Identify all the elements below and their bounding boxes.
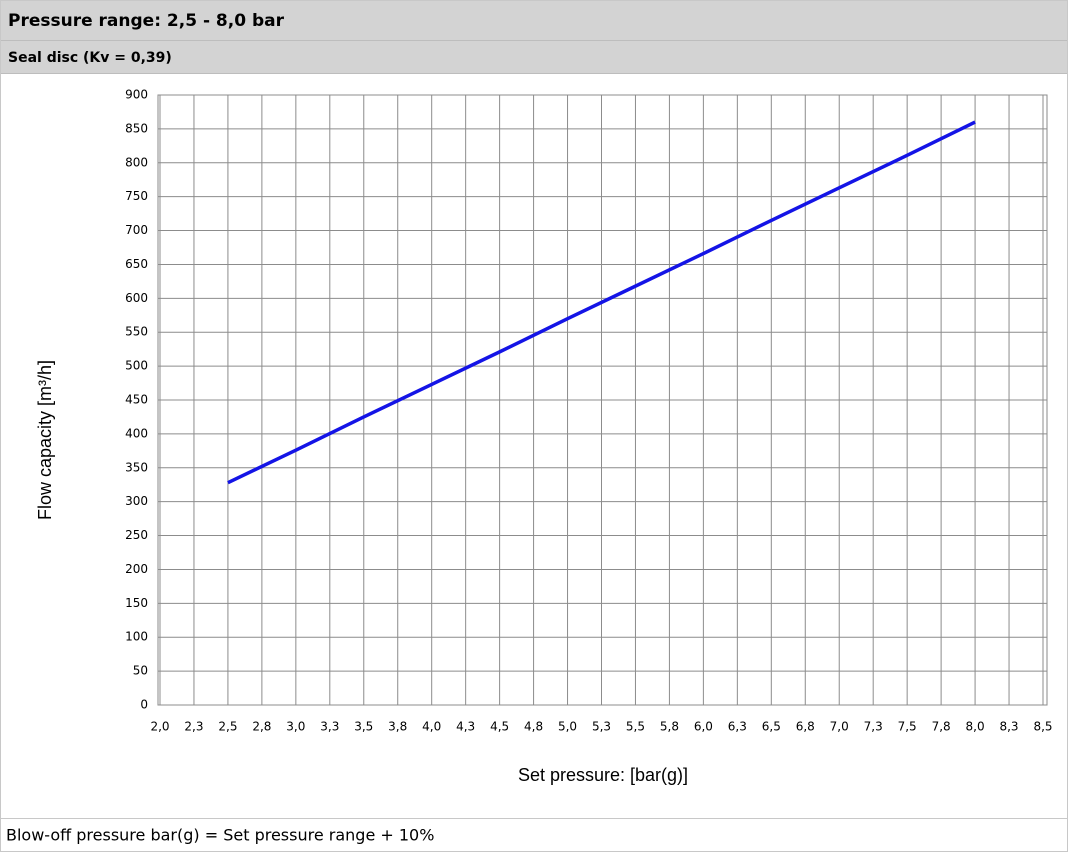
chart-subtitle: Seal disc (Kv = 0,39) [8, 50, 172, 66]
y-tick-label: 500 [125, 359, 148, 373]
y-tick-label: 250 [125, 528, 148, 542]
x-tick-label: 5,8 [660, 720, 679, 734]
x-tick-label: 4,5 [490, 720, 509, 734]
y-tick-label: 400 [125, 426, 148, 440]
y-tick-label: 650 [125, 257, 148, 271]
y-tick-label: 200 [125, 562, 148, 576]
y-tick-label: 450 [125, 393, 148, 407]
x-tick-label: 4,3 [456, 720, 475, 734]
x-tick-label: 3,5 [354, 720, 373, 734]
x-tick-label: 7,8 [932, 720, 951, 734]
header-band [1, 1, 1067, 73]
x-tick-label: 2,0 [150, 720, 169, 734]
y-tick-label: 350 [125, 460, 148, 474]
x-tick-label: 7,5 [898, 720, 917, 734]
x-tick-label: 5,3 [592, 720, 611, 734]
x-tick-label: 4,0 [422, 720, 441, 734]
y-tick-label: 300 [125, 494, 148, 508]
y-tick-label: 600 [125, 291, 148, 305]
x-tick-label: 5,5 [626, 720, 645, 734]
x-tick-label: 3,8 [388, 720, 407, 734]
y-tick-label: 750 [125, 189, 148, 203]
x-tick-label: 6,8 [796, 720, 815, 734]
y-tick-label: 100 [125, 630, 148, 644]
x-axis-label: Set pressure: [bar(g)] [518, 765, 688, 785]
y-tick-label: 900 [125, 88, 148, 102]
x-tick-label: 8,0 [966, 720, 985, 734]
x-tick-label: 2,3 [184, 720, 203, 734]
chart-title: Pressure range: 2,5 - 8,0 bar [8, 11, 285, 31]
x-tick-label: 6,5 [762, 720, 781, 734]
x-tick-label: 6,3 [728, 720, 747, 734]
y-tick-label: 700 [125, 223, 148, 237]
x-tick-label: 7,3 [864, 720, 883, 734]
y-axis-label: Flow capacity [m³/h] [35, 360, 55, 520]
y-tick-label: 150 [125, 596, 148, 610]
x-tick-label: 4,8 [524, 720, 543, 734]
y-tick-label: 800 [125, 155, 148, 169]
footer-note: Blow-off pressure bar(g) = Set pressure … [6, 826, 434, 845]
data-line [227, 120, 976, 485]
x-tick-label: 5,0 [558, 720, 577, 734]
x-tick-label: 6,0 [694, 720, 713, 734]
y-tick-label: 550 [125, 325, 148, 339]
y-tick-label: 50 [133, 664, 148, 678]
y-tick-label: 0 [140, 698, 148, 712]
y-tick-label: 850 [125, 121, 148, 135]
x-tick-label: 8,3 [999, 720, 1018, 734]
x-tick-label: 3,3 [320, 720, 339, 734]
x-tick-label: 2,8 [252, 720, 271, 734]
x-tick-label: 7,0 [830, 720, 849, 734]
x-tick-label: 3,0 [286, 720, 305, 734]
x-tick-label: 2,5 [218, 720, 237, 734]
x-tick-label: 8,5 [1033, 720, 1052, 734]
